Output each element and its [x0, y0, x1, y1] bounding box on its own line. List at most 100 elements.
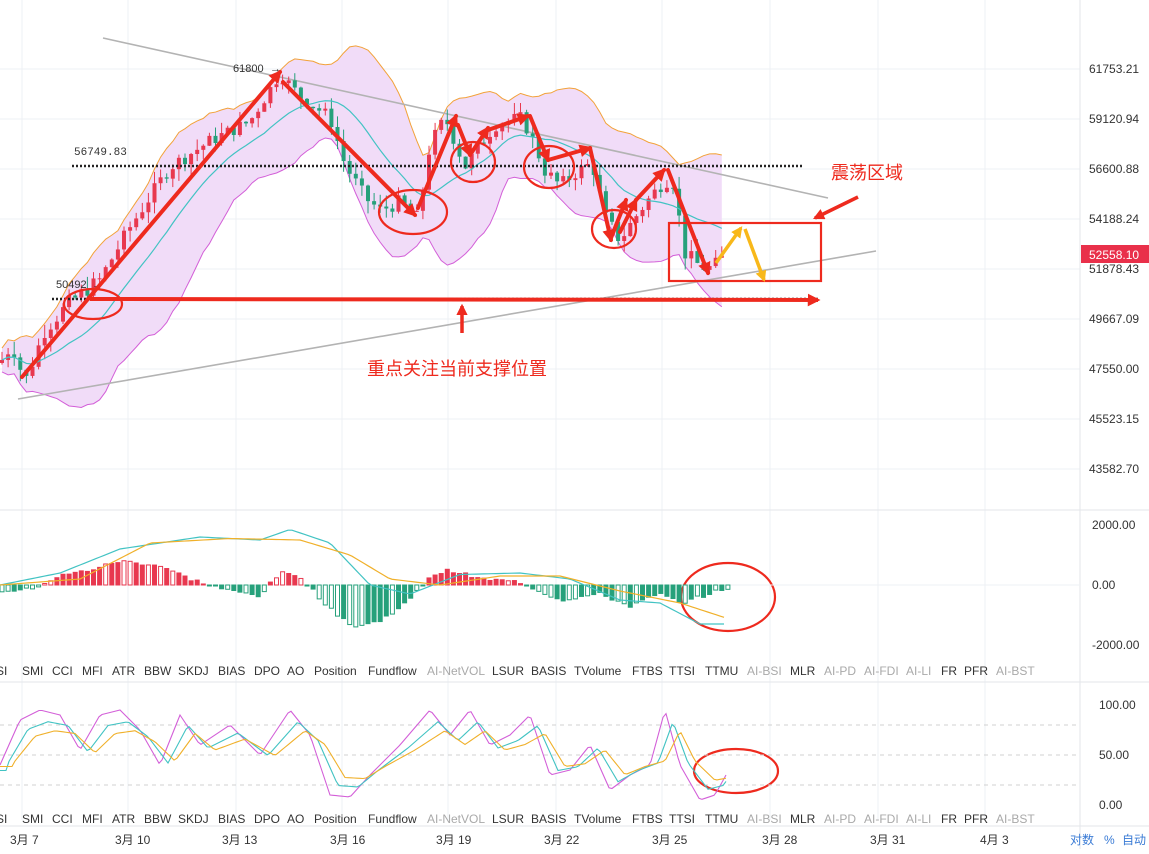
auto-toggle[interactable]: 自动 [1122, 833, 1146, 847]
indicator-tab-si[interactable]: SI [0, 664, 7, 678]
indicator-tab-ao[interactable]: AO [287, 664, 304, 678]
indicator-tabs-bottom[interactable]: SI SMI CCI MFI ATR BBW SKDJ BIAS DPO AO Position Fu… [0, 812, 1035, 826]
indicator-tab-mfi[interactable]: MFI [82, 812, 103, 826]
macd-bar [548, 584, 554, 598]
macd-bar [359, 584, 365, 626]
indicator-tab-ai-pd[interactable]: AI-PD [824, 812, 856, 826]
candle-body [353, 173, 358, 179]
indicator-tab-ftbs[interactable]: FTBS [632, 812, 663, 826]
indicator-tab-mlr[interactable]: MLR [790, 812, 816, 826]
indicator-tab-ai-bsi[interactable]: AI-BSI [747, 812, 782, 826]
annotation-arrow [666, 168, 711, 276]
macd-bar [225, 584, 231, 590]
indicator-tab-ai-bst[interactable]: AI-BST [996, 664, 1035, 678]
osc-tick-label: 50.00 [1099, 748, 1129, 762]
indicator-tab-basis[interactable]: BASIS [531, 812, 566, 826]
lower-trendline [17, 250, 877, 400]
indicator-tab-ai-pd[interactable]: AI-PD [824, 664, 856, 678]
price-tick-label: 43582.70 [1089, 462, 1139, 476]
indicator-tab-ao[interactable]: AO [287, 812, 304, 826]
indicator-tab-smi[interactable]: SMI [22, 812, 43, 826]
indicator-tab-lsur[interactable]: LSUR [492, 812, 524, 826]
indicator-tab-atr[interactable]: ATR [112, 812, 135, 826]
macd-bar [450, 572, 456, 586]
macd-bar [377, 584, 383, 623]
indicator-tab-cci[interactable]: CCI [52, 664, 73, 678]
price-tick-label: 49667.09 [1089, 312, 1139, 326]
indicator-tab-ai-bsi[interactable]: AI-BSI [747, 664, 782, 678]
indicator-tab-bias[interactable]: BIAS [218, 812, 245, 826]
macd-bar [615, 584, 621, 602]
indicator-tab-fundflow[interactable]: Fundflow [368, 664, 417, 678]
indicator-tab-fr[interactable]: FR [941, 664, 957, 678]
candle-body [494, 131, 499, 137]
percent-toggle[interactable]: % [1104, 833, 1115, 847]
macd-bar [249, 584, 255, 596]
indicator-tab-mlr[interactable]: MLR [790, 664, 816, 678]
indicator-tab-bias[interactable]: BIAS [218, 664, 245, 678]
indicator-tab-fr[interactable]: FR [941, 812, 957, 826]
macd-bar [237, 584, 243, 593]
macd-bar [231, 584, 237, 592]
candle-body [323, 108, 328, 111]
candle-body [67, 295, 72, 308]
candle-body [146, 202, 151, 213]
indicator-tab-tvolume[interactable]: TVolume [574, 812, 622, 826]
indicator-tab-bbw[interactable]: BBW [144, 664, 172, 678]
indicator-tab-position[interactable]: Position [314, 812, 357, 826]
indicator-tab-position[interactable]: Position [314, 664, 357, 678]
indicator-tab-lsur[interactable]: LSUR [492, 664, 524, 678]
indicator-tab-bbw[interactable]: BBW [144, 812, 172, 826]
indicator-tab-ttsi[interactable]: TTSI [669, 664, 695, 678]
indicator-tab-mfi[interactable]: MFI [82, 664, 103, 678]
macd-bar [292, 575, 298, 586]
macd-bar [688, 584, 694, 600]
indicator-tab-tvolume[interactable]: TVolume [574, 664, 622, 678]
candle-body [579, 165, 584, 179]
indicator-tab-ai-netvol[interactable]: AI-NetVOL [427, 664, 485, 678]
macd-bar [585, 584, 591, 597]
indicator-tab-ttsi[interactable]: TTSI [669, 812, 695, 826]
macd-bar [713, 584, 719, 591]
indicator-tab-ftbs[interactable]: FTBS [632, 664, 663, 678]
indicator-tab-pfr[interactable]: PFR [964, 812, 988, 826]
indicator-tabs[interactable]: SI SMI CCI MFI ATR BBW SKDJ BIAS DPO AO Position Fu… [0, 664, 1035, 678]
macd-bar [389, 584, 395, 615]
candle-body [451, 124, 456, 144]
date-tick-label: 3月 25 [652, 833, 688, 847]
macd-bar [0, 584, 5, 593]
indicator-tab-dpo[interactable]: DPO [254, 664, 280, 678]
macd-bar [554, 584, 560, 600]
date-tick-label: 3月 10 [115, 833, 151, 847]
macd-bar [542, 584, 548, 595]
indicator-tab-skdj[interactable]: SKDJ [178, 664, 209, 678]
macd-bar [133, 562, 139, 586]
indicator-tab-ai-li[interactable]: AI-LI [906, 812, 931, 826]
macd-bar [103, 563, 109, 586]
indicator-tab-ai-netvol[interactable]: AI-NetVOL [427, 812, 485, 826]
indicator-tab-ttmu[interactable]: TTMU [705, 664, 738, 678]
indicator-tab-si[interactable]: SI [0, 812, 7, 826]
price-axis[interactable]: 61753.21 59120.94 56600.88 54188.24 51878.43… [1089, 62, 1139, 476]
indicator-tab-ai-fdi[interactable]: AI-FDI [864, 812, 899, 826]
indicator-tab-skdj[interactable]: SKDJ [178, 812, 209, 826]
indicator-tab-ai-fdi[interactable]: AI-FDI [864, 664, 899, 678]
indicator-tab-smi[interactable]: SMI [22, 664, 43, 678]
annotation-arrow [609, 197, 629, 240]
macd-dif-line [0, 529, 724, 625]
macd-bar [664, 584, 670, 597]
log-toggle[interactable]: 对数 [1070, 832, 1094, 847]
indicator-tab-pfr[interactable]: PFR [964, 664, 988, 678]
indicator-tab-cci[interactable]: CCI [52, 812, 73, 826]
indicator-tab-atr[interactable]: ATR [112, 664, 135, 678]
candle-body [140, 212, 145, 219]
indicator-tab-ttmu[interactable]: TTMU [705, 812, 738, 826]
indicator-tab-fundflow[interactable]: Fundflow [368, 812, 417, 826]
indicator-tab-ai-li[interactable]: AI-LI [906, 664, 931, 678]
indicator-tab-basis[interactable]: BASIS [531, 664, 566, 678]
indicator-tab-ai-bst[interactable]: AI-BST [996, 812, 1035, 826]
macd-bar [658, 584, 664, 594]
circle-osc [692, 747, 780, 795]
indicator-tab-dpo[interactable]: DPO [254, 812, 280, 826]
